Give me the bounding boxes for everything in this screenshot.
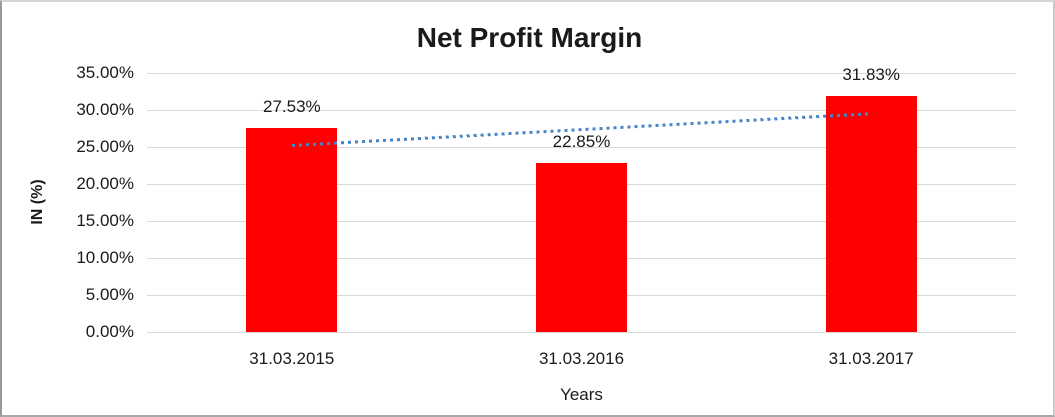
bar bbox=[246, 128, 338, 332]
plot-area: 27.53% 22.85% 31.83% bbox=[147, 65, 1016, 333]
y-tick-label: 25.00% bbox=[76, 137, 134, 156]
x-tick-label: 31.03.2016 bbox=[538, 349, 625, 368]
gridline bbox=[147, 72, 1016, 74]
bar-data-label: 31.83% bbox=[842, 65, 900, 85]
gridline bbox=[147, 146, 1016, 148]
y-tick-label: 30.00% bbox=[76, 100, 134, 119]
x-axis: 31.03.2015 31.03.2016 31.03.2017 bbox=[147, 348, 1016, 370]
x-tick-label: 31.03.2017 bbox=[828, 349, 914, 368]
bar bbox=[825, 96, 917, 332]
bar-data-label: 22.85% bbox=[552, 131, 611, 151]
y-tick-label: 0.00% bbox=[85, 322, 134, 341]
y-tick-label: 5.00% bbox=[85, 285, 134, 304]
y-tick-label: 20.00% bbox=[76, 174, 134, 193]
y-tick-label: 35.00% bbox=[76, 63, 134, 82]
bar-data-label: 27.53% bbox=[262, 97, 321, 117]
bar bbox=[536, 162, 627, 332]
y-tick-label: 10.00% bbox=[76, 248, 134, 267]
x-tick-label: 31.03.2015 bbox=[249, 349, 335, 368]
chart-title: Net Profit Margin bbox=[416, 22, 643, 53]
gridline bbox=[147, 331, 1016, 333]
gridline bbox=[147, 109, 1016, 111]
y-tick-label: 15.00% bbox=[76, 211, 134, 230]
y-axis: 0.00% 5.00% 10.00% 15.00% 20.00% 25.00% 30.00%… bbox=[2, 63, 134, 341]
x-axis-title: Years bbox=[560, 385, 603, 404]
